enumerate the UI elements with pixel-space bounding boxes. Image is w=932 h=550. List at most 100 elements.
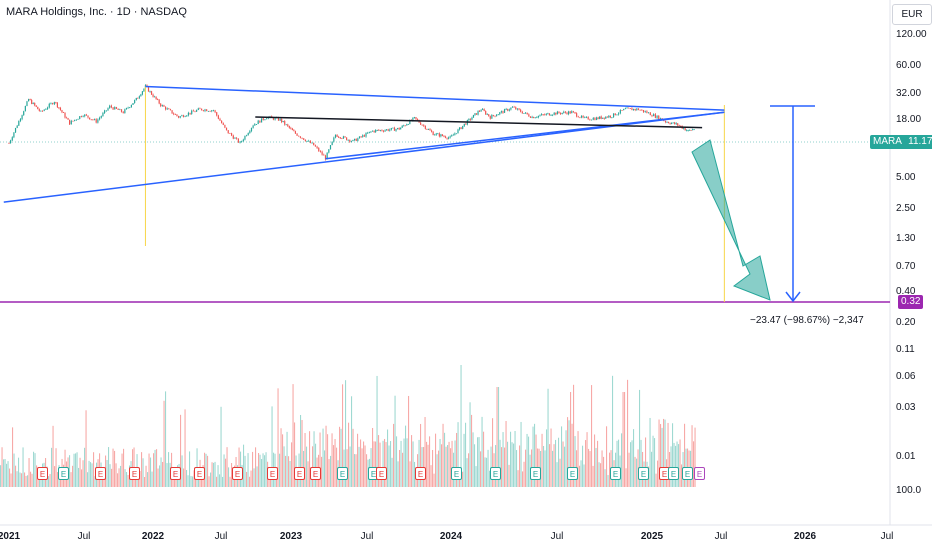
candle-body — [465, 123, 467, 125]
volume-bar — [162, 461, 164, 487]
volume-bar — [601, 450, 603, 487]
candle-body — [637, 108, 640, 110]
volume-bar — [570, 391, 572, 487]
candle-body — [671, 123, 673, 124]
drawings[interactable] — [0, 85, 890, 303]
volume-bar — [546, 429, 548, 487]
candle-body — [236, 137, 238, 139]
candle-body — [230, 133, 233, 136]
candle-body — [296, 133, 298, 136]
earnings-event-icon[interactable]: E — [490, 467, 501, 480]
earnings-event-icon[interactable]: E — [682, 467, 693, 480]
candle-body — [469, 118, 472, 120]
candle-body — [284, 121, 286, 125]
volume-bar — [541, 433, 543, 487]
volume-bar — [313, 431, 315, 487]
candle-body — [566, 112, 568, 115]
volume-bar — [73, 453, 75, 487]
volume-bar — [165, 391, 167, 487]
earnings-event-icon[interactable]: E — [170, 467, 181, 480]
volume-bar — [462, 471, 464, 487]
volume-bar — [135, 473, 137, 487]
candle-body — [150, 91, 153, 95]
volume-bar — [654, 438, 656, 487]
earnings-event-icon[interactable]: E — [337, 467, 348, 480]
volume-bar — [456, 432, 458, 487]
volume-bar — [406, 438, 408, 487]
candle-body — [19, 119, 22, 121]
earnings-event-icon[interactable]: E — [310, 467, 321, 480]
volume-bar — [354, 454, 356, 487]
earnings-event-icon[interactable]: E — [694, 467, 705, 480]
earnings-event-icon[interactable]: E — [294, 467, 305, 480]
volume-bar — [553, 444, 555, 487]
candle-body — [491, 114, 493, 119]
candle-body — [558, 111, 560, 114]
candle-body — [216, 112, 218, 116]
candle-body — [189, 112, 191, 114]
earnings-event-icon[interactable]: E — [638, 467, 649, 480]
volume-bar — [144, 476, 146, 487]
candle-body — [14, 127, 17, 133]
earnings-event-icon[interactable]: E — [267, 467, 278, 480]
candle-body — [486, 114, 488, 116]
candle-body — [222, 123, 224, 125]
candle-body — [653, 114, 655, 117]
candle-body — [242, 139, 244, 142]
volume-bar — [430, 465, 432, 487]
volume-bar — [495, 445, 497, 487]
volume-bar — [117, 473, 119, 487]
earnings-event-icon[interactable]: E — [376, 467, 387, 480]
earnings-event-icon[interactable]: E — [668, 467, 679, 480]
candle-body — [674, 122, 676, 125]
candle-body — [29, 99, 31, 100]
volume-bar — [93, 452, 95, 487]
volume-bar — [51, 447, 53, 487]
candle-body — [548, 113, 551, 116]
currency-button[interactable]: EUR — [892, 4, 932, 25]
earnings-event-icon[interactable]: E — [451, 467, 462, 480]
volume-bar — [513, 443, 515, 487]
earnings-event-icon[interactable]: E — [567, 467, 578, 480]
earnings-event-icon[interactable]: E — [95, 467, 106, 480]
volume-bar — [157, 468, 159, 487]
earnings-event-icon[interactable]: E — [415, 467, 426, 480]
earnings-event-icon[interactable]: E — [232, 467, 243, 480]
candle-body — [125, 107, 128, 110]
y-tick-label: 32.00 — [896, 88, 922, 99]
candle-body — [440, 134, 442, 137]
earnings-event-icon[interactable]: E — [194, 467, 205, 480]
volume-bar — [649, 417, 651, 487]
volume-bar — [355, 454, 357, 487]
volume-bar — [487, 449, 489, 487]
candle-body — [363, 135, 365, 137]
candle-body — [471, 117, 473, 120]
volume-bar — [445, 446, 447, 487]
volume-bar — [124, 469, 126, 487]
volume-bar — [510, 431, 512, 487]
candle-body — [608, 115, 610, 118]
volume-bar — [627, 379, 629, 487]
candle-body — [448, 137, 450, 139]
volume-bar — [376, 375, 378, 487]
candle-body — [424, 125, 426, 129]
earnings-event-icon[interactable]: E — [610, 467, 621, 480]
earnings-event-icon[interactable]: E — [37, 467, 48, 480]
candle-body — [378, 129, 380, 131]
volume-bar — [454, 440, 456, 487]
candle-body — [555, 112, 557, 115]
candle-body — [77, 118, 79, 120]
volume-bar — [492, 418, 494, 487]
earnings-event-icon[interactable]: E — [129, 467, 140, 480]
earnings-event-icon[interactable]: E — [58, 467, 69, 480]
volume-bar — [373, 441, 375, 487]
volume-bar — [244, 455, 246, 487]
volume-bar — [660, 424, 662, 487]
earnings-event-icon[interactable]: E — [530, 467, 541, 480]
volume-bar — [75, 453, 77, 487]
candle-body — [368, 131, 370, 133]
volume-bar — [598, 462, 600, 487]
candle-body — [72, 120, 74, 122]
y-tick-label: 5.00 — [896, 172, 916, 183]
